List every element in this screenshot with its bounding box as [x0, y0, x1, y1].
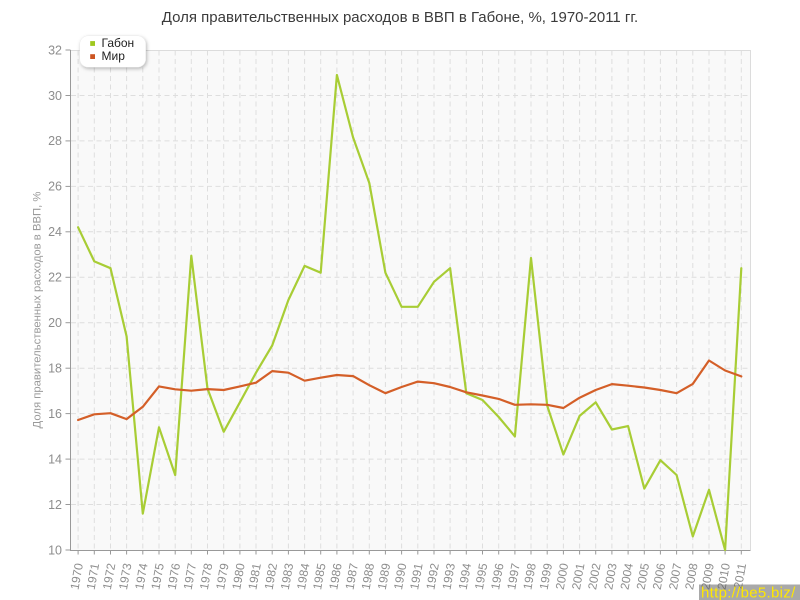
- svg-text:1990: 1990: [391, 562, 409, 591]
- svg-text:1971: 1971: [84, 562, 102, 591]
- svg-text:1984: 1984: [294, 562, 312, 591]
- svg-text:24: 24: [48, 225, 62, 239]
- svg-text:Габон: Габон: [102, 36, 135, 50]
- svg-text:14: 14: [48, 452, 62, 466]
- svg-text:22: 22: [48, 271, 62, 285]
- svg-text:http://be5.biz/: http://be5.biz/: [701, 585, 796, 600]
- svg-text:1991: 1991: [407, 562, 425, 591]
- svg-text:1977: 1977: [181, 562, 199, 591]
- svg-text:1970: 1970: [68, 562, 86, 591]
- svg-text:2010: 2010: [715, 562, 733, 591]
- svg-text:1982: 1982: [262, 562, 280, 591]
- svg-text:1989: 1989: [375, 562, 393, 591]
- svg-text:1981: 1981: [245, 562, 263, 591]
- svg-text:2009: 2009: [698, 562, 716, 591]
- svg-text:2000: 2000: [553, 562, 571, 591]
- svg-text:2011: 2011: [731, 562, 749, 590]
- svg-text:1997: 1997: [504, 562, 522, 591]
- svg-text:1992: 1992: [423, 562, 441, 591]
- svg-text:28: 28: [48, 134, 62, 148]
- svg-text:2001: 2001: [569, 562, 587, 591]
- svg-text:2005: 2005: [634, 562, 652, 591]
- svg-text:26: 26: [48, 180, 62, 194]
- svg-text:1999: 1999: [537, 562, 555, 591]
- svg-text:1976: 1976: [165, 562, 183, 591]
- svg-text:Мир: Мир: [102, 49, 126, 63]
- svg-text:1973: 1973: [116, 562, 134, 591]
- svg-text:12: 12: [48, 498, 62, 512]
- svg-text:2002: 2002: [585, 562, 603, 591]
- svg-text:1987: 1987: [343, 562, 361, 591]
- svg-text:2004: 2004: [618, 562, 636, 591]
- svg-text:1995: 1995: [472, 562, 490, 591]
- svg-text:20: 20: [48, 316, 62, 330]
- svg-text:32: 32: [48, 43, 62, 57]
- svg-text:2008: 2008: [682, 562, 700, 591]
- svg-text:1975: 1975: [148, 562, 166, 591]
- svg-text:Доля правительственных расходо: Доля правительственных расходов в ВВП, %: [32, 192, 44, 429]
- svg-text:1978: 1978: [197, 562, 215, 591]
- svg-text:1985: 1985: [310, 562, 328, 591]
- svg-text:1988: 1988: [359, 562, 377, 591]
- svg-text:1972: 1972: [100, 562, 118, 591]
- svg-text:1979: 1979: [213, 562, 231, 591]
- svg-text:1980: 1980: [229, 562, 247, 591]
- svg-text:2006: 2006: [650, 562, 668, 591]
- svg-text:Доля правительственных расходо: Доля правительственных расходов в ВВП в …: [162, 9, 638, 26]
- svg-text:2003: 2003: [601, 562, 619, 591]
- svg-text:18: 18: [48, 362, 62, 376]
- svg-text:1994: 1994: [456, 562, 474, 591]
- svg-text:16: 16: [48, 407, 62, 421]
- svg-text:1993: 1993: [440, 562, 458, 591]
- svg-text:1983: 1983: [278, 562, 296, 591]
- svg-text:10: 10: [48, 543, 62, 557]
- svg-text:1986: 1986: [326, 562, 344, 591]
- svg-text:1996: 1996: [488, 562, 506, 591]
- svg-text:1998: 1998: [520, 562, 538, 591]
- svg-text:30: 30: [48, 89, 62, 103]
- svg-text:2007: 2007: [666, 562, 684, 591]
- svg-text:1974: 1974: [132, 562, 150, 591]
